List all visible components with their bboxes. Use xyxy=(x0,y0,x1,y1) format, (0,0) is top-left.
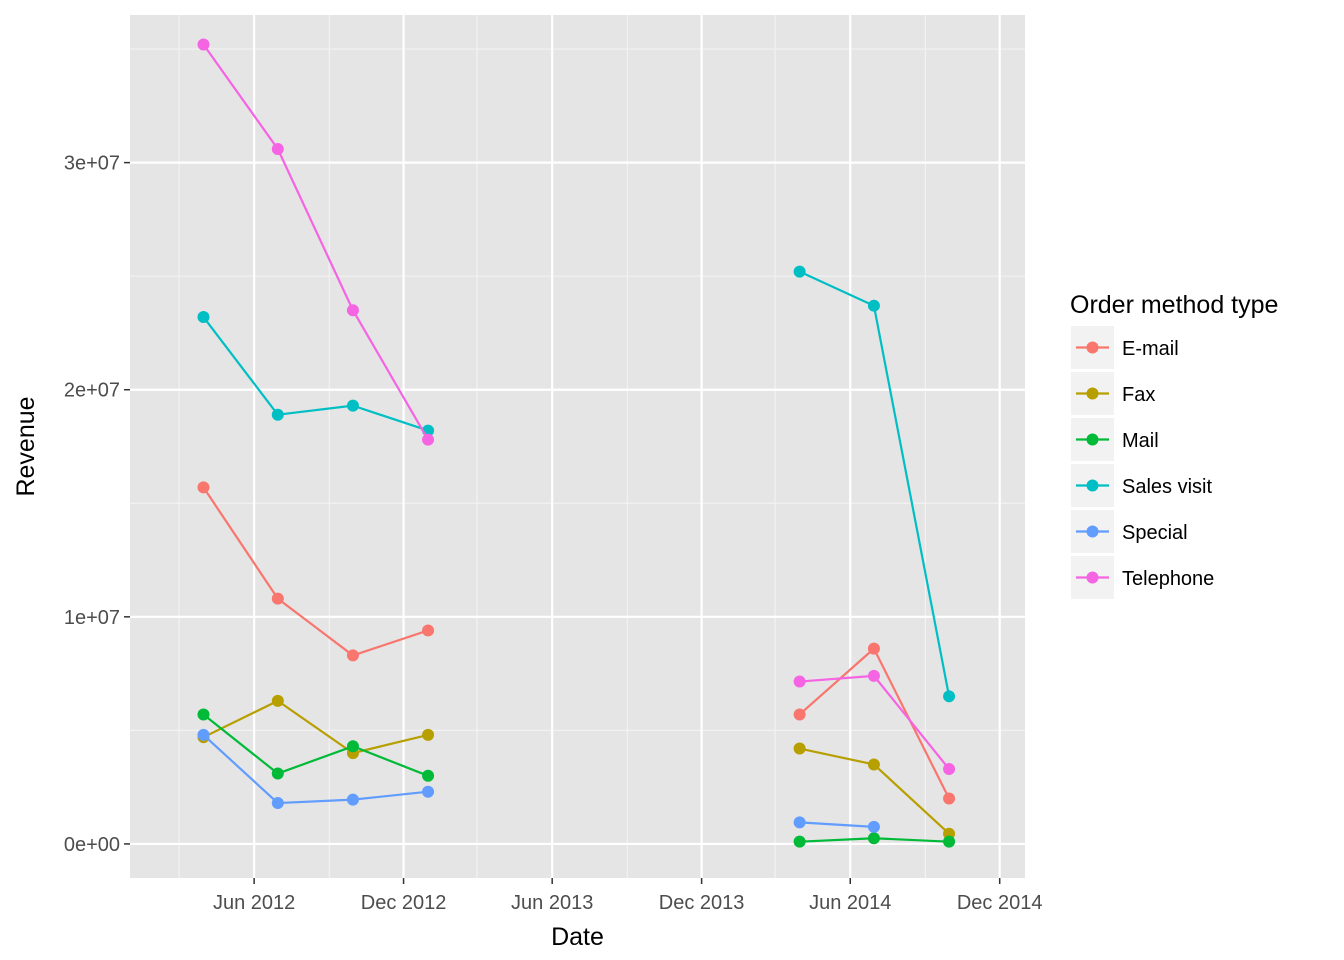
legend-label: Sales visit xyxy=(1122,476,1212,498)
data-point xyxy=(346,304,359,317)
legend-label: Special xyxy=(1122,522,1188,544)
data-point xyxy=(867,832,880,845)
data-point xyxy=(271,592,284,605)
data-point xyxy=(793,816,806,829)
data-point xyxy=(867,642,880,655)
data-point xyxy=(346,793,359,806)
legend-key-point xyxy=(1086,525,1099,538)
minor-gridlines xyxy=(130,15,1025,878)
legend-label: Telephone xyxy=(1122,568,1214,590)
plot-panel xyxy=(130,15,1025,878)
legend: Order method type E-mail Fax Mail Sales vis… xyxy=(1070,291,1278,599)
series-line xyxy=(202,486,429,657)
legend-item: E-mail xyxy=(1071,326,1179,369)
data-point xyxy=(197,38,210,51)
legend-item: Telephone xyxy=(1071,556,1214,599)
series-line xyxy=(202,713,429,777)
data-point xyxy=(422,433,435,446)
major-gridlines xyxy=(130,15,1025,878)
y-tick-label: 1e+07 xyxy=(64,607,120,629)
data-point xyxy=(793,265,806,278)
data-point xyxy=(793,742,806,755)
data-point xyxy=(793,675,806,688)
y-axis-title: Revenue xyxy=(12,396,40,496)
series-line xyxy=(202,43,430,441)
data-point xyxy=(943,762,956,775)
series-telephone xyxy=(197,38,956,775)
data-point xyxy=(867,299,880,312)
data-point xyxy=(422,624,435,637)
data-point xyxy=(867,758,880,771)
data-point xyxy=(422,785,435,798)
data-point xyxy=(271,694,284,707)
data-point xyxy=(346,740,359,753)
x-tick-label: Jun 2014 xyxy=(809,892,891,914)
series-line xyxy=(799,821,874,828)
data-point xyxy=(943,690,956,703)
data-point xyxy=(271,142,284,155)
data-point xyxy=(197,728,210,741)
y-tick-label: 2e+07 xyxy=(64,380,120,402)
data-point xyxy=(197,708,210,721)
legend-label: E-mail xyxy=(1122,338,1179,360)
data-point xyxy=(422,769,435,782)
series-mail xyxy=(197,708,956,848)
legend-key-point xyxy=(1086,433,1099,446)
x-tick-label: Dec 2012 xyxy=(361,892,447,914)
x-tick-label: Dec 2013 xyxy=(659,892,745,914)
data-point xyxy=(346,649,359,662)
legend-label: Mail xyxy=(1122,430,1159,452)
legend-key-point xyxy=(1086,571,1099,584)
x-axis-title: Date xyxy=(551,923,604,951)
series-line xyxy=(202,734,429,805)
x-axis: Jun 2012 Dec 2012 Jun 2013 Dec 2013 Jun 2014… xyxy=(213,878,1043,914)
y-tick-label: 3e+07 xyxy=(64,153,120,175)
legend-item: Special xyxy=(1071,510,1188,553)
data-point xyxy=(867,669,880,682)
data-point xyxy=(271,767,284,780)
data-point xyxy=(793,708,806,721)
data-point xyxy=(271,797,284,810)
data-point xyxy=(867,820,880,833)
series-e-mail xyxy=(197,481,956,805)
legend-item: Fax xyxy=(1071,372,1155,415)
y-tick-label: 0e+00 xyxy=(64,834,120,856)
series-special xyxy=(197,728,880,833)
legend-item: Mail xyxy=(1071,418,1159,461)
data-point xyxy=(793,835,806,848)
data-point xyxy=(197,311,210,324)
x-tick-label: Jun 2012 xyxy=(213,892,295,914)
legend-key-point xyxy=(1086,479,1099,492)
data-point xyxy=(943,792,956,805)
data-point xyxy=(346,399,359,412)
data-point xyxy=(271,408,284,421)
data-point xyxy=(422,728,435,741)
series-line xyxy=(202,316,429,432)
legend-key-point xyxy=(1086,341,1099,354)
series-sales-visit xyxy=(197,265,956,703)
x-tick-label: Jun 2013 xyxy=(511,892,593,914)
x-tick-label: Dec 2014 xyxy=(957,892,1043,914)
legend-key-point xyxy=(1086,387,1099,400)
series-line xyxy=(203,699,429,755)
series-layer xyxy=(197,38,956,848)
y-axis: 0e+00 1e+07 2e+07 3e+07 xyxy=(64,153,130,856)
legend-title: Order method type xyxy=(1070,291,1278,319)
data-point xyxy=(943,835,956,848)
data-point xyxy=(197,481,210,494)
legend-item: Sales visit xyxy=(1071,464,1212,507)
legend-label: Fax xyxy=(1122,384,1155,406)
